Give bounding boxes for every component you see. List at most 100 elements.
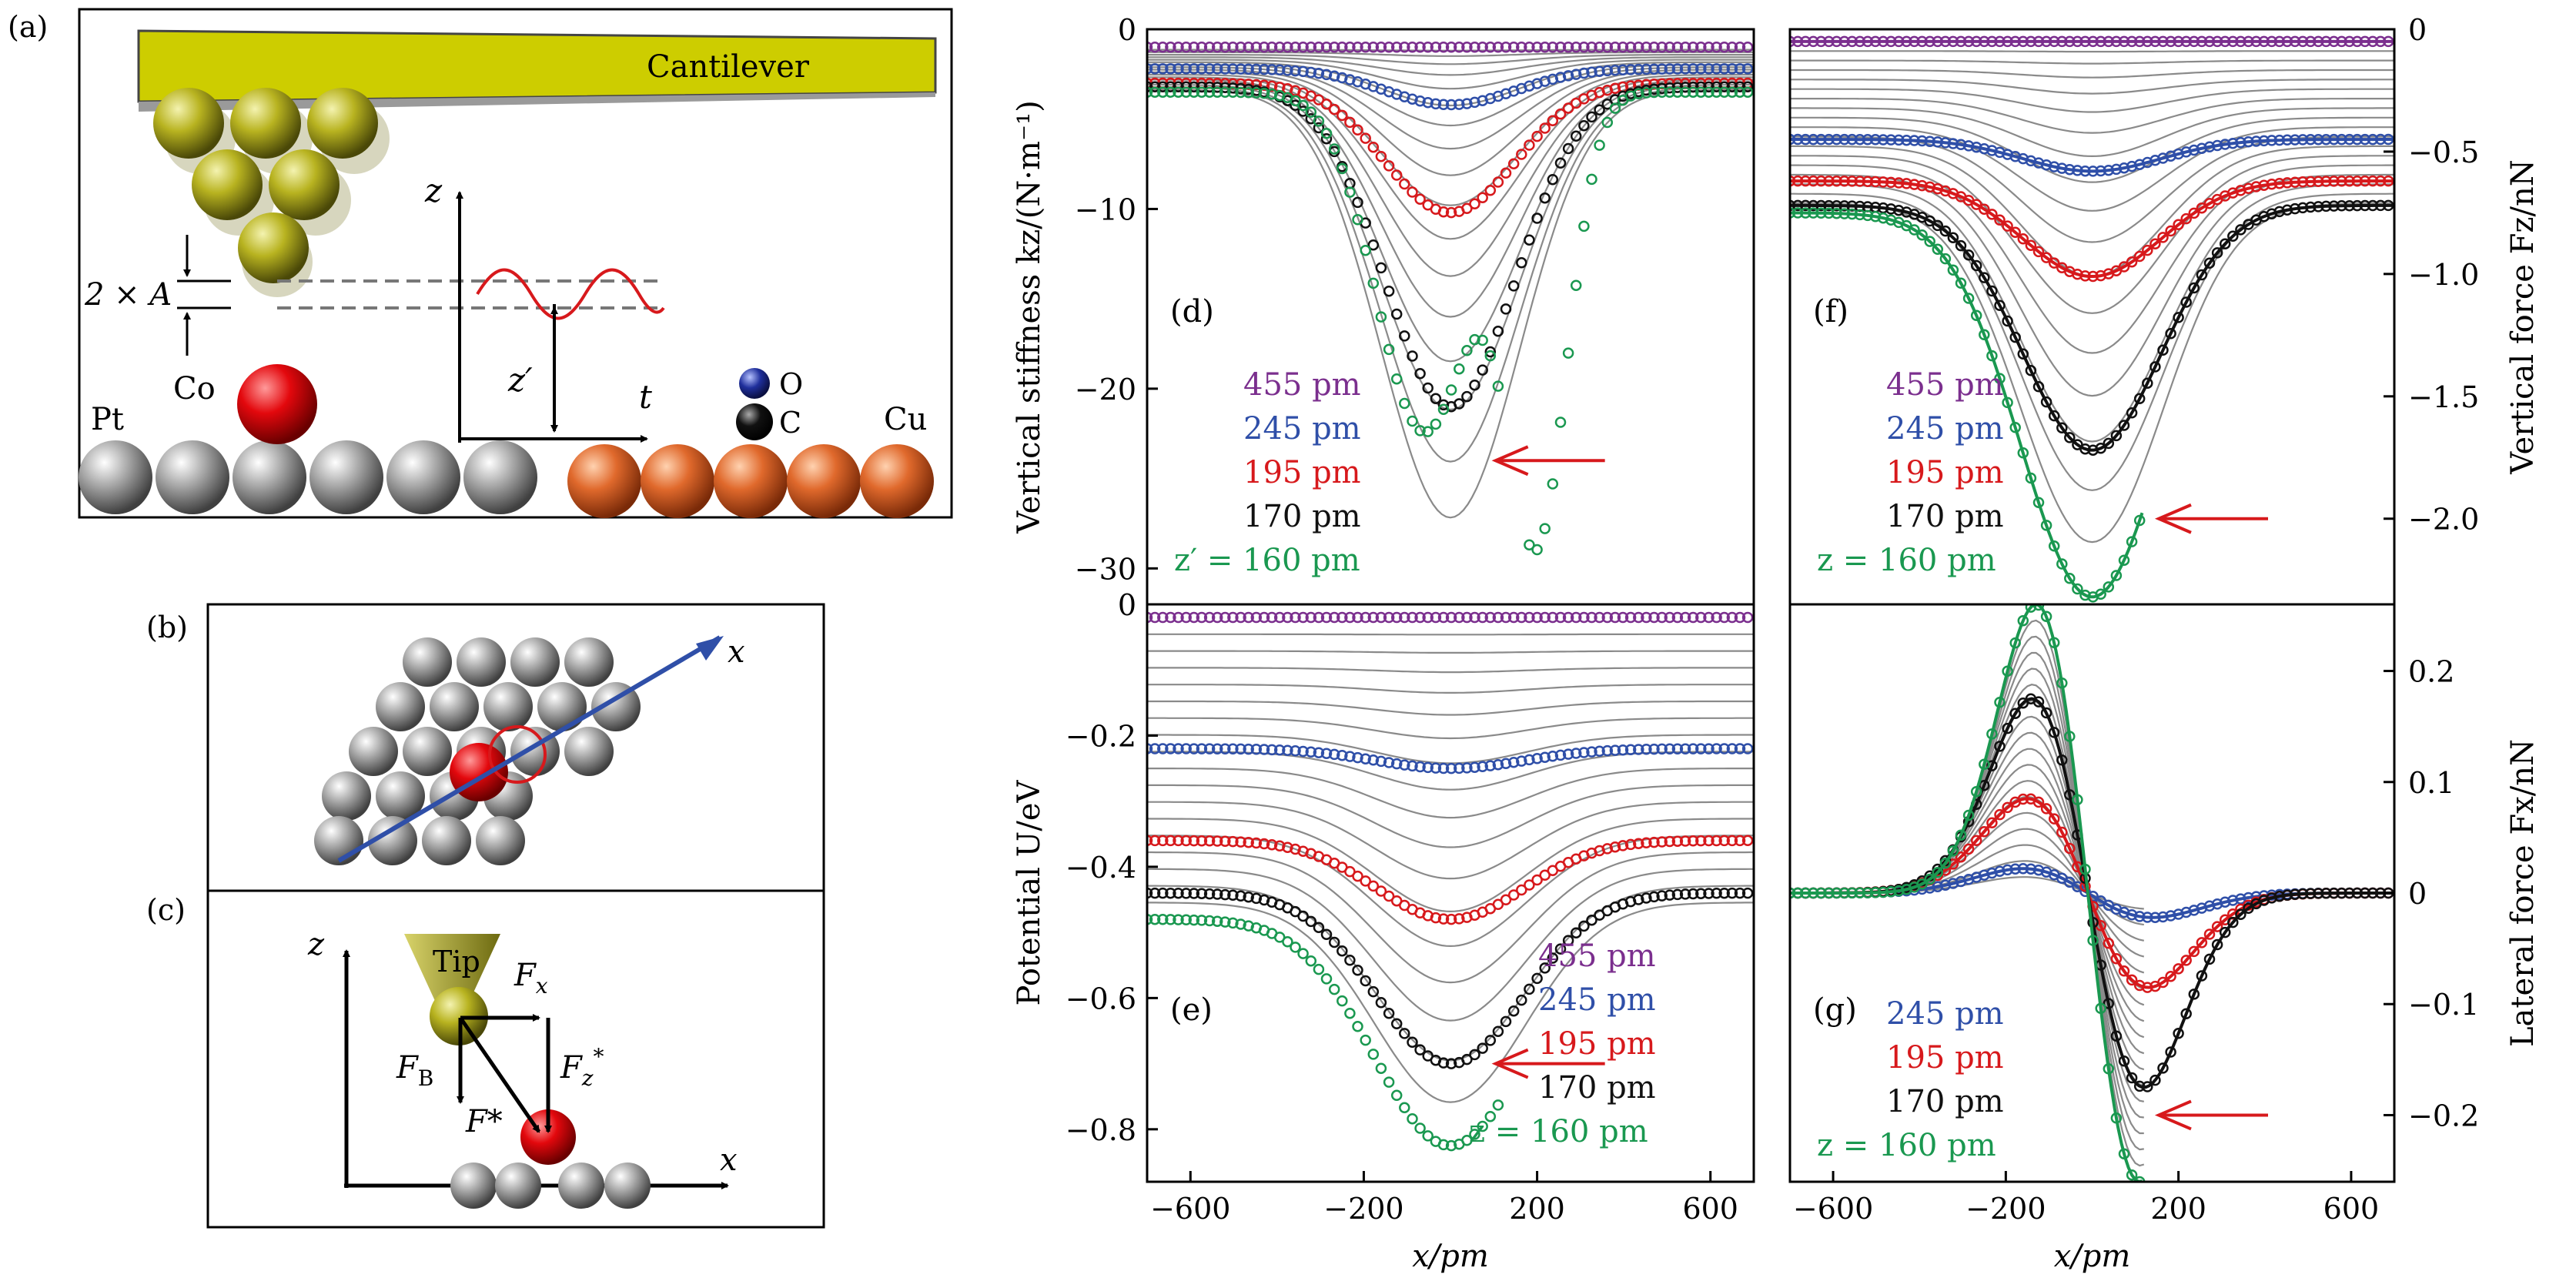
data-point [1430,42,1442,53]
data-point [1157,42,1169,53]
x-arrowhead [696,636,724,661]
data-point [1203,743,1216,754]
data-point [1524,754,1535,766]
data-point [1211,611,1223,624]
data-point [1180,42,1192,53]
data-point [1594,65,1605,77]
data-point [2273,35,2286,48]
data-point [1601,843,1614,855]
data-point [1554,943,1567,955]
data-point [1539,869,1551,882]
data-point [2048,35,2060,48]
data-point [1539,611,1551,624]
data-point [1258,838,1270,850]
data-point [1445,384,1457,396]
data-point [1437,1139,1450,1151]
site-circle [488,725,547,784]
legend-entry: 455 pm [1886,367,2004,403]
data-point [2118,554,2130,566]
data-point [2087,35,2099,48]
pt-atom [403,637,452,687]
data-point [1157,835,1169,847]
data-point [1734,887,1746,899]
data-point [1539,42,1551,53]
data-point [2110,1112,2123,1124]
data-point [2110,1030,2123,1042]
data-point [1641,42,1652,53]
indicator-arrowhead [1491,445,1529,477]
data-point [1846,133,1858,146]
data-point [1180,63,1192,75]
data-point [2079,165,2091,177]
data-point [1808,175,1819,187]
data-point [1250,79,1263,91]
data-point [1823,199,1835,212]
data-point [1492,758,1504,771]
data-point [1266,89,1278,100]
pt-atom [314,816,363,865]
data-point [2157,911,2169,923]
grey-curve [1147,818,1754,913]
data-point [1718,42,1730,53]
data-point [2032,246,2045,258]
data-point [1507,889,1520,901]
data-point [1507,756,1520,768]
data-point [1328,42,1340,53]
data-point [1407,1036,1418,1049]
data-point [1979,272,1990,283]
data-point [2133,250,2146,263]
data-point [1454,762,1465,774]
data-point [1947,138,1959,149]
data-point [1477,364,1488,376]
oxygen-atom [739,368,770,399]
data-point [2304,201,2317,213]
data-point [1726,86,1738,98]
data-point [2343,35,2355,48]
data-point [2313,133,2324,146]
grey-curve [1147,784,1754,848]
legend-entry: 195 pm [1886,455,2004,490]
data-point [2048,257,2060,269]
data-point [1939,253,1952,265]
legend-entry: 195 pm [1886,1040,2004,1076]
data-point [1815,207,1827,219]
data-point [1407,611,1418,624]
data-point [2040,611,2052,623]
data-point [1147,42,1153,53]
data-point [1734,63,1746,75]
data-point [1838,208,1850,219]
data-point [1360,975,1371,987]
data-point [1430,98,1442,110]
data-point [1492,611,1504,624]
data-point [2002,396,2013,409]
data-point [1624,611,1637,624]
data-point [1337,611,1348,624]
data-point [1734,42,1746,53]
data-point [1994,299,2006,312]
data-point [2017,614,2029,627]
data-point [1554,611,1567,624]
data-point [1947,35,1959,48]
data-point [1367,611,1380,624]
data-point [1367,42,1380,53]
data-point [2165,970,2176,982]
chart-f: 0 −0.5 −1.0 −1.5 −2.0 Vertical force Fz/nN (f)… [1788,13,2541,606]
data-point [1671,743,1684,754]
data-point [2048,410,2060,422]
data-point [1578,119,1590,132]
y-tick-label: 0 [2408,877,2427,911]
data-point [1211,835,1223,847]
data-point [1266,838,1278,851]
data-point [1290,745,1301,757]
data-point [1282,42,1293,53]
data-point [1461,1053,1473,1066]
data-point [2118,162,2130,174]
data-point [1955,239,1967,252]
data-point [1656,86,1668,99]
grey-curve [1147,650,1754,654]
pt-label: Pt [91,402,124,437]
pt-atom [476,816,525,865]
data-point [2188,35,2200,48]
data-point [1367,754,1380,766]
data-point [1149,835,1161,847]
